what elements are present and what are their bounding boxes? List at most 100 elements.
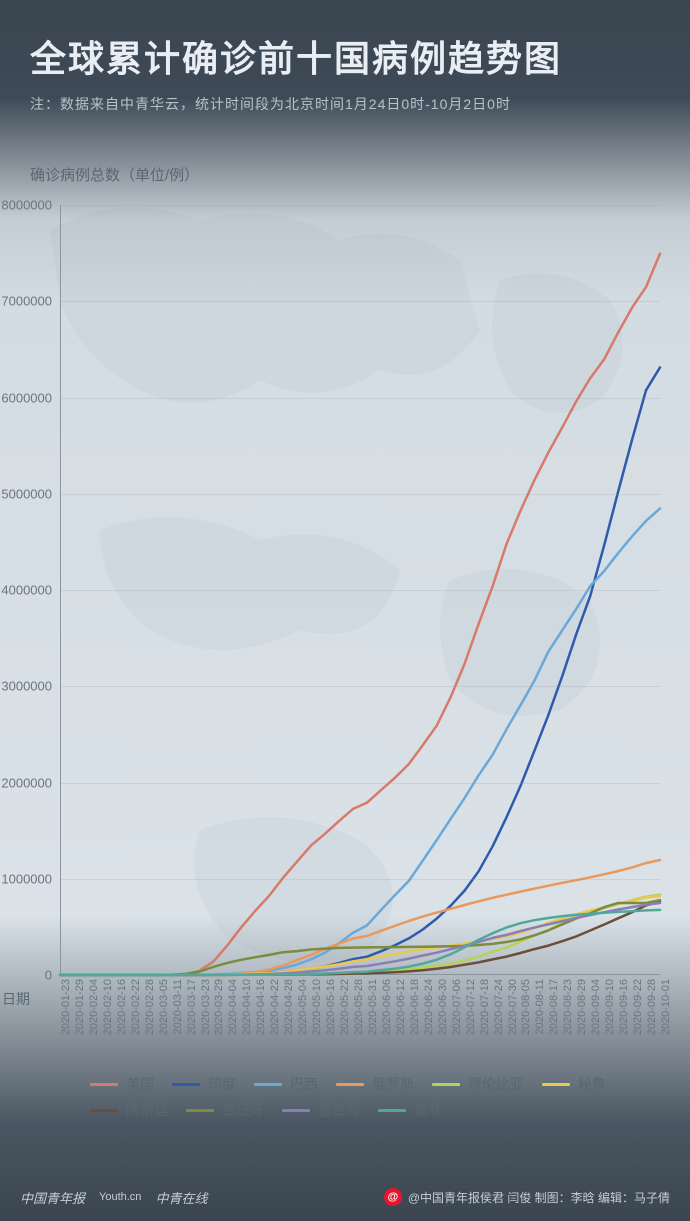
legend-label: 巴西 (290, 1074, 318, 1094)
xtick-label: 2020-08-11 (534, 979, 546, 1034)
xtick-label: 2020-08-23 (562, 979, 574, 1035)
legend-item: 秘鲁 (542, 1074, 606, 1094)
plot-region: 0100000020000003000000400000050000006000… (60, 205, 660, 975)
xtick-label: 2020-02-28 (144, 979, 156, 1035)
xtick-label: 2020-07-30 (507, 979, 519, 1035)
xtick-label: 2020-08-29 (576, 979, 588, 1035)
yaxis-title: 确诊病例总数（单位/例） (30, 164, 660, 185)
xtick-label: 2020-04-28 (283, 979, 295, 1035)
legend-item: 美国 (90, 1074, 154, 1094)
ytick-label: 8000000 (1, 198, 52, 213)
xtick-label: 2020-05-22 (339, 979, 351, 1035)
xtick-label: 2020-02-16 (116, 979, 128, 1035)
xtick-label: 2020-05-16 (325, 979, 337, 1035)
xtick-label: 2020-03-05 (158, 979, 170, 1035)
xtick-label: 2020-03-11 (172, 979, 184, 1034)
chart-area: 确诊病例总数（单位/例） 010000002000000300000040000… (30, 164, 660, 1064)
footer-brand-2: Youth.cn (99, 1191, 141, 1203)
xtick-label: 2020-07-24 (493, 979, 505, 1035)
series-line (60, 254, 660, 975)
xtick-label: 2020-05-04 (297, 979, 309, 1035)
xtick-label: 2020-09-16 (618, 979, 630, 1035)
xtick-label: 2020-08-05 (520, 979, 532, 1035)
xtick-label: 2020-07-12 (465, 979, 477, 1035)
xtick-label: 2020-05-10 (311, 979, 323, 1035)
gridline (60, 398, 660, 399)
legend-label: 墨西哥 (318, 1100, 360, 1120)
xaxis-title: 日期 (2, 989, 30, 1009)
ytick-label: 5000000 (1, 486, 52, 501)
footer-brand-3: 中青在线 (155, 1188, 207, 1207)
legend-item: 哥伦比亚 (432, 1074, 524, 1094)
legend-label: 阿根廷 (126, 1100, 168, 1120)
xtick-label: 2020-02-10 (102, 979, 114, 1035)
xtick-label: 2020-04-10 (241, 979, 253, 1035)
gridline (60, 686, 660, 687)
xtick-label: 2020-01-29 (74, 979, 86, 1035)
legend-label: 美国 (126, 1074, 154, 1094)
xtick-label: 2020-09-22 (632, 979, 644, 1035)
xtick-label: 2020-06-30 (437, 979, 449, 1035)
legend: 美国 印度 巴西 俄罗斯 哥伦比亚 秘鲁阿根廷 西班牙 墨西哥 南非 (90, 1074, 650, 1120)
gridline (60, 494, 660, 495)
ytick-label: 6000000 (1, 390, 52, 405)
series-line (60, 367, 660, 975)
xtick-label: 2020-03-29 (213, 979, 225, 1035)
ytick-label: 4000000 (1, 583, 52, 598)
xtick-label: 2020-04-22 (269, 979, 281, 1035)
xtick-label: 2020-09-28 (646, 979, 658, 1035)
series-line (60, 896, 660, 975)
xtick-label: 2020-01-23 (60, 979, 72, 1035)
xtick-label: 2020-07-06 (451, 979, 463, 1035)
legend-swatch (186, 1109, 214, 1112)
xtick-label: 2020-06-06 (381, 979, 393, 1035)
ytick-label: 3000000 (1, 679, 52, 694)
chart-title: 全球累计确诊前十国病例趋势图 (30, 30, 660, 82)
xtick-label: 2020-05-31 (367, 979, 379, 1035)
gridline (60, 205, 660, 206)
legend-item: 阿根廷 (90, 1100, 168, 1120)
legend-item: 南非 (378, 1100, 442, 1120)
xtick-label: 2020-06-12 (395, 979, 407, 1035)
legend-label: 俄罗斯 (372, 1074, 414, 1094)
xtick-label: 2020-06-24 (423, 979, 435, 1035)
footer-brand-1: 中国青年报 (20, 1188, 85, 1207)
xtick-label: 2020-04-04 (227, 979, 239, 1035)
legend-swatch (378, 1109, 406, 1112)
gridline (60, 783, 660, 784)
legend-swatch (90, 1083, 118, 1086)
header: 全球累计确诊前十国病例趋势图 注：数据来自中青华云，统计时间段为北京时间1月24… (0, 0, 690, 124)
chart-subtitle: 注：数据来自中青华云，统计时间段为北京时间1月24日0时-10月2日0时 (30, 94, 660, 114)
xtick-label: 2020-04-16 (255, 979, 267, 1035)
legend-label: 秘鲁 (578, 1074, 606, 1094)
legend-swatch (90, 1109, 118, 1112)
legend-item: 印度 (172, 1074, 236, 1094)
xtick-label: 2020-02-22 (130, 979, 142, 1035)
legend-item: 俄罗斯 (336, 1074, 414, 1094)
legend-swatch (282, 1109, 310, 1112)
legend-swatch (172, 1083, 200, 1086)
xtick-label: 2020-03-23 (200, 979, 212, 1035)
series-line (60, 509, 660, 976)
legend-swatch (254, 1083, 282, 1086)
legend-label: 印度 (208, 1074, 236, 1094)
legend-swatch (432, 1083, 460, 1086)
xtick-label: 2020-09-10 (604, 979, 616, 1035)
legend-item: 西班牙 (186, 1100, 264, 1120)
legend-label: 哥伦比亚 (468, 1074, 524, 1094)
ytick-label: 2000000 (1, 775, 52, 790)
xtick-label: 2020-05-28 (353, 979, 365, 1035)
xtick-label: 2020-08-17 (548, 979, 560, 1035)
xtick-label: 2020-10-01 (660, 979, 672, 1035)
legend-label: 西班牙 (222, 1100, 264, 1120)
xtick-label: 2020-07-18 (479, 979, 491, 1035)
ytick-label: 7000000 (1, 294, 52, 309)
ytick-label: 1000000 (1, 871, 52, 886)
xtick-label: 2020-09-04 (590, 979, 602, 1035)
legend-label: 南非 (414, 1100, 442, 1120)
footer-credit: @中国青年报侯君 闫俊 制图：李晗 编辑：马子倩 (408, 1189, 670, 1206)
legend-swatch (336, 1083, 364, 1086)
legend-item: 巴西 (254, 1074, 318, 1094)
ytick-label: 0 (45, 968, 52, 983)
legend-item: 墨西哥 (282, 1100, 360, 1120)
